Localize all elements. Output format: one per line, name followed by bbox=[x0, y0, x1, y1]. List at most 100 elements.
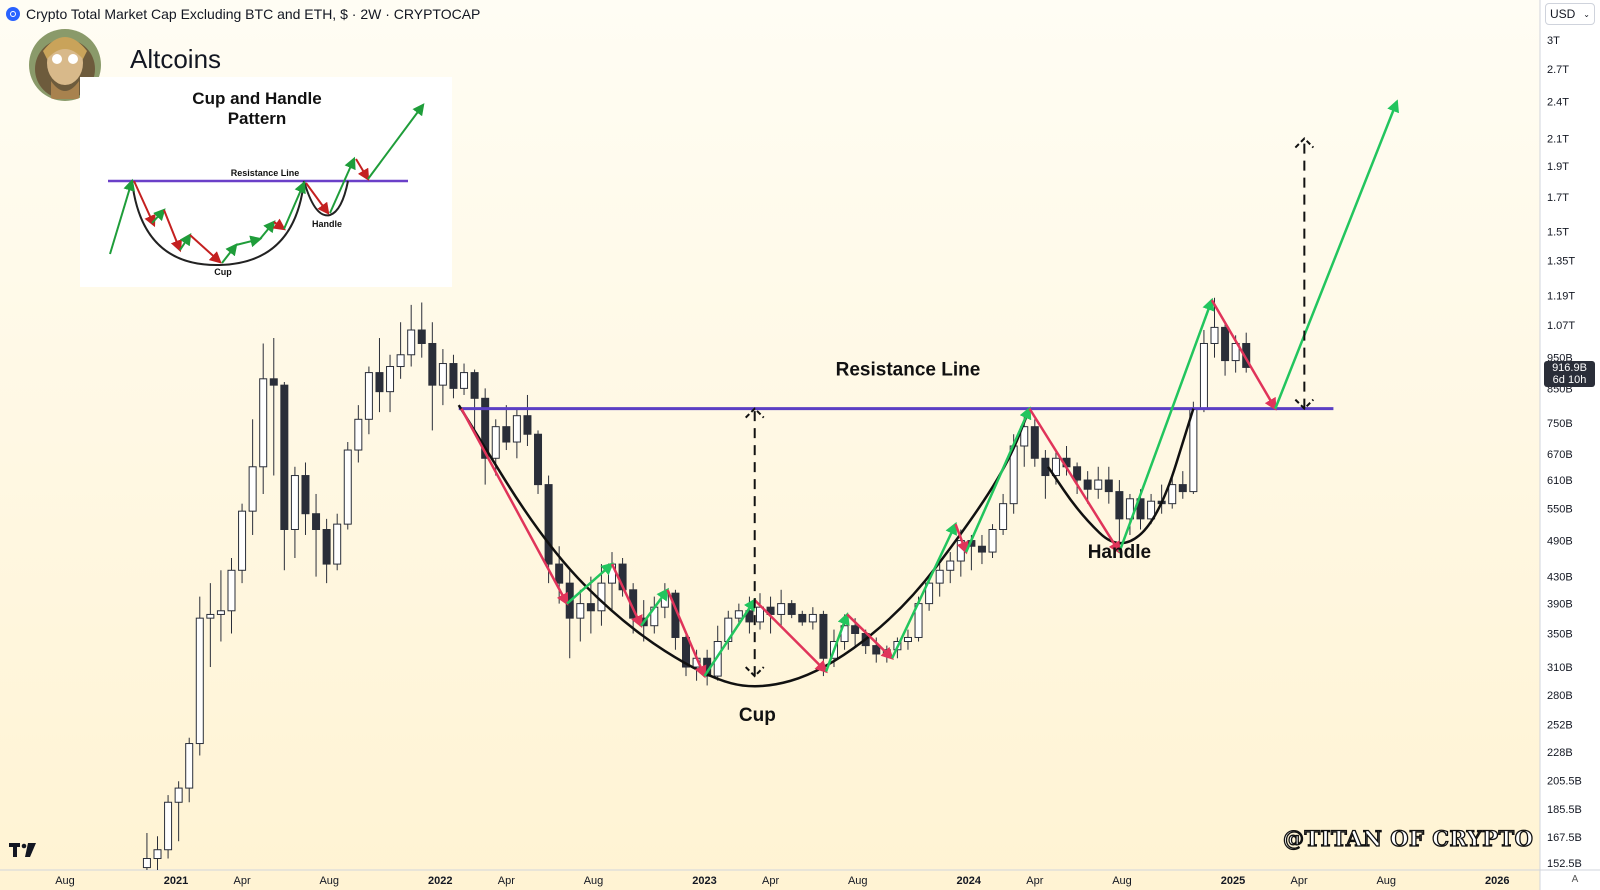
measured-move-arrow bbox=[745, 407, 765, 678]
annotation-label: Resistance Line bbox=[836, 360, 981, 381]
candle bbox=[1083, 471, 1092, 504]
x-tick-label: 2023 bbox=[692, 875, 716, 887]
candle-body bbox=[1168, 484, 1177, 505]
candle bbox=[534, 430, 543, 494]
candle-body bbox=[1136, 498, 1145, 520]
y-tick-label: 1.5T bbox=[1547, 226, 1569, 238]
candle-body bbox=[872, 645, 881, 655]
bar-countdown: 6d 10h bbox=[1552, 374, 1587, 386]
candle-body bbox=[755, 606, 764, 623]
price-scale[interactable] bbox=[1540, 0, 1600, 890]
up-swing-arrow bbox=[824, 612, 850, 672]
candle-body bbox=[1073, 466, 1082, 481]
x-tick-label: Aug bbox=[584, 875, 604, 887]
candle bbox=[808, 607, 817, 630]
currency-value: USD bbox=[1550, 7, 1576, 21]
candle bbox=[185, 737, 194, 803]
candle-body bbox=[481, 397, 490, 459]
down-swing-arrow bbox=[954, 523, 969, 555]
candle bbox=[1178, 471, 1187, 499]
candle bbox=[502, 405, 511, 451]
inset-handle-curve bbox=[303, 180, 349, 217]
currency-selector[interactable]: USD ⌄ bbox=[1545, 3, 1595, 25]
annotation-label: Cup bbox=[739, 705, 776, 726]
y-tick-label: 1.35T bbox=[1547, 256, 1575, 268]
candle-body bbox=[417, 329, 426, 344]
annotation-label: Handle bbox=[1088, 542, 1151, 563]
candle-body bbox=[206, 613, 215, 619]
candle bbox=[164, 795, 173, 859]
candle bbox=[544, 475, 553, 584]
candle-body bbox=[1104, 479, 1113, 493]
inset-title-line1: Cup and Handle bbox=[192, 89, 321, 108]
candle-body bbox=[1125, 498, 1134, 520]
candle bbox=[449, 354, 458, 399]
y-tick-label: 750B bbox=[1547, 418, 1573, 430]
candle-body bbox=[248, 466, 257, 512]
candle bbox=[396, 322, 405, 379]
y-tick-label: 1.07T bbox=[1547, 320, 1575, 332]
candle-body bbox=[407, 329, 416, 356]
x-tick-label: 2021 bbox=[164, 875, 188, 887]
candle-body bbox=[576, 603, 585, 619]
candle-body bbox=[1221, 326, 1230, 362]
candle-body bbox=[1242, 342, 1251, 368]
candle-body bbox=[808, 613, 817, 623]
tradingview-logo-icon[interactable] bbox=[9, 842, 37, 858]
candle bbox=[999, 493, 1008, 535]
candle bbox=[153, 836, 162, 870]
candle-body bbox=[290, 475, 299, 531]
candle bbox=[312, 493, 321, 577]
candle-body bbox=[216, 610, 225, 615]
inset-title-line2: Pattern bbox=[228, 109, 287, 128]
down-swing-arrow bbox=[666, 589, 707, 679]
candle bbox=[650, 596, 659, 634]
candle-body bbox=[777, 603, 786, 615]
candle-body bbox=[386, 366, 395, 393]
cup-and-handle-diagram: Cup and Handle Pattern Resistance Line H… bbox=[80, 77, 452, 287]
watermark: @TITAN OF CRYPTO bbox=[1282, 825, 1534, 851]
down-swing-arrow bbox=[846, 613, 894, 661]
candle bbox=[364, 366, 373, 435]
y-tick-label: 152.5B bbox=[1547, 858, 1582, 870]
y-tick-label: 205.5B bbox=[1547, 776, 1582, 788]
x-tick-label: 2022 bbox=[428, 875, 452, 887]
y-tick-label: 670B bbox=[1547, 449, 1573, 461]
candle bbox=[1115, 480, 1124, 553]
y-tick-label: 1.19T bbox=[1547, 290, 1575, 302]
last-price-label: 916.9B 6d 10h bbox=[1544, 361, 1595, 387]
measured-move-head-top bbox=[1294, 137, 1315, 149]
candle bbox=[290, 466, 299, 559]
symbol-header[interactable]: Crypto Total Market Cap Excluding BTC an… bbox=[6, 6, 480, 22]
x-tick-label: Aug bbox=[55, 875, 75, 887]
candle-body bbox=[1178, 484, 1187, 493]
measured-move-head-bottom bbox=[1294, 398, 1315, 411]
candle-body bbox=[375, 372, 384, 393]
candle-body bbox=[1231, 342, 1240, 362]
candle bbox=[248, 419, 257, 535]
candle-body bbox=[185, 743, 194, 789]
candle-body bbox=[682, 636, 691, 668]
auto-scale-button[interactable]: A bbox=[1571, 874, 1579, 885]
candle bbox=[523, 394, 532, 446]
candle-body bbox=[280, 384, 289, 531]
candle-body bbox=[597, 582, 606, 612]
candle-body bbox=[555, 563, 564, 584]
candle bbox=[238, 503, 247, 584]
down-swing-arrow bbox=[1028, 407, 1121, 555]
x-tick-label: Aug bbox=[1376, 875, 1396, 887]
candle-body bbox=[396, 354, 405, 368]
y-tick-label: 610B bbox=[1547, 475, 1573, 487]
y-tick-label: 3T bbox=[1547, 35, 1560, 47]
candle bbox=[1147, 493, 1156, 525]
candle-body bbox=[1094, 479, 1103, 490]
candle-body bbox=[851, 625, 860, 635]
candle-body bbox=[354, 418, 363, 451]
candle-body bbox=[946, 560, 955, 571]
candle bbox=[946, 552, 955, 584]
candle-body bbox=[259, 378, 268, 468]
avatar bbox=[29, 29, 101, 101]
measured-move-head-bottom bbox=[745, 666, 765, 678]
candle-body bbox=[787, 603, 796, 615]
